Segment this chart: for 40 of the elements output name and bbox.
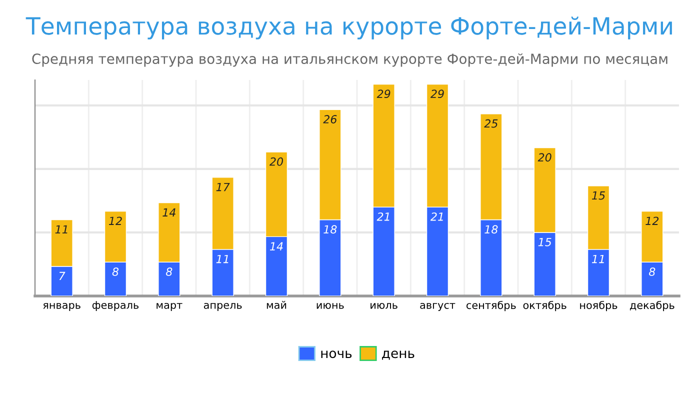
x-tick-label: апрель xyxy=(204,302,242,311)
data-label: 7 xyxy=(59,272,66,280)
x-tick-label: май xyxy=(266,300,286,309)
data-label: 11 xyxy=(592,254,604,264)
data-label: 15 xyxy=(538,238,552,246)
data-label: 12 xyxy=(646,216,659,225)
data-label: 14 xyxy=(162,208,176,216)
x-tick-label: декабрь xyxy=(630,300,674,312)
data-label: 14 xyxy=(270,242,283,250)
x-tick-label: октябрь xyxy=(523,300,566,312)
data-label: 17 xyxy=(216,182,230,192)
x-tick-label: январь xyxy=(43,302,80,311)
data-label: 18 xyxy=(324,225,337,234)
data-label: 8 xyxy=(649,268,656,276)
data-label: 29 xyxy=(376,90,390,98)
x-tick-label: июль xyxy=(370,302,398,309)
data-label: 8 xyxy=(166,268,172,276)
data-label: 21 xyxy=(376,212,390,221)
data-label: 29 xyxy=(430,90,444,98)
data-label: 20 xyxy=(269,157,284,166)
x-tick-label: июнь xyxy=(316,302,344,309)
data-label: 11 xyxy=(216,254,228,264)
x-tick-label: август xyxy=(420,302,456,311)
chart-title: Температура воздуха на курорте Форте-дей-Марми xyxy=(26,16,672,40)
legend-label: день xyxy=(382,350,414,360)
data-label: 12 xyxy=(108,216,122,225)
chart-subtitle: Средняя температура воздуха на итальянском курорте Форте-дей-Марми по месяцам xyxy=(32,53,668,67)
legend-label: ночь xyxy=(321,350,352,358)
data-label: 18 xyxy=(484,225,498,234)
data-label: 11 xyxy=(55,225,68,234)
data-label: 25 xyxy=(484,119,498,128)
data-label: 21 xyxy=(430,212,443,221)
x-tick-label: сентябрь xyxy=(466,300,516,312)
data-label: 15 xyxy=(592,191,605,200)
x-tick-label: ноябрь xyxy=(580,300,618,312)
x-tick-label: февраль xyxy=(92,301,139,311)
data-label: 8 xyxy=(112,268,119,276)
x-tick-label: март xyxy=(156,302,182,311)
data-label: 20 xyxy=(538,153,552,162)
data-label: 26 xyxy=(323,115,337,124)
